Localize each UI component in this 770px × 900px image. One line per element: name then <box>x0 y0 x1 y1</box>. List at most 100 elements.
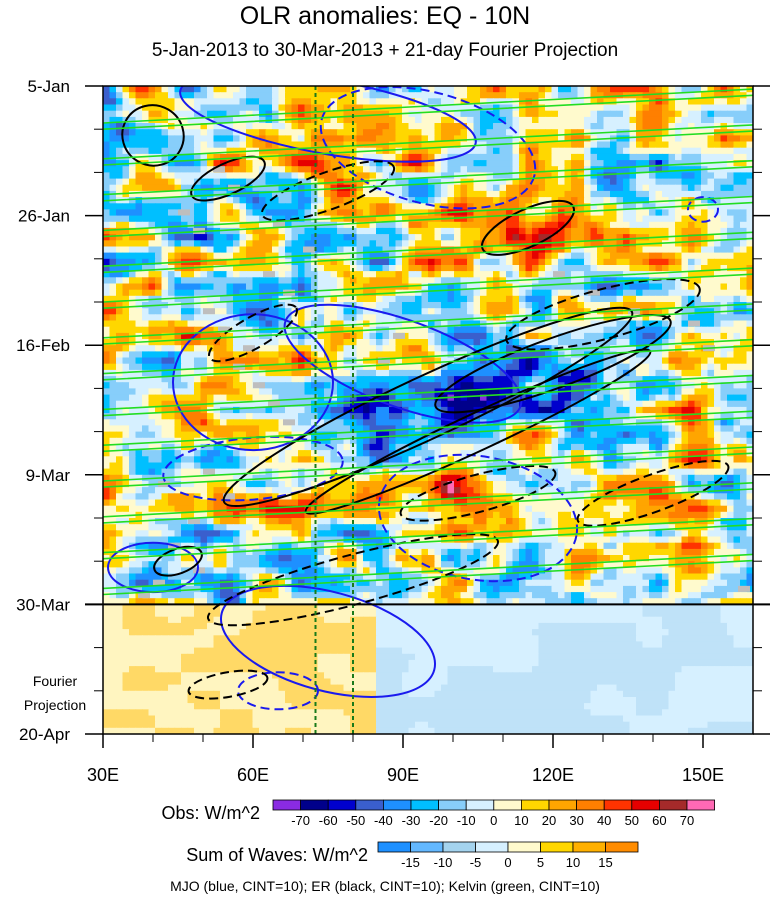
obs-cell <box>278 123 286 130</box>
obs-cell <box>155 283 163 291</box>
obs-cell <box>291 271 299 278</box>
obs-cell <box>642 302 650 309</box>
obs-cell <box>642 141 650 149</box>
obs-cell <box>395 123 403 130</box>
obs-cell <box>746 369 753 377</box>
obs-cell <box>675 147 683 155</box>
obs-cell <box>714 234 722 241</box>
obs-cell <box>142 98 150 106</box>
obs-cell <box>694 289 702 297</box>
obs-cell <box>714 92 722 99</box>
obs-cell <box>480 147 488 155</box>
obs-cell <box>551 351 559 359</box>
obs-cell <box>350 289 358 297</box>
obs-cell <box>434 320 442 328</box>
obs-cell <box>233 178 241 186</box>
obs-cell <box>252 308 260 315</box>
obs-cell <box>246 135 254 143</box>
obs-cell <box>148 345 156 352</box>
obs-cell <box>226 141 234 149</box>
obs-cell <box>408 271 416 278</box>
obs-cell <box>668 141 676 149</box>
obs-cell <box>259 234 267 241</box>
obs-cell <box>155 363 163 371</box>
obs-cell <box>142 92 150 99</box>
obs-cell <box>675 302 683 309</box>
obs-cell <box>207 265 215 272</box>
obs-cell <box>694 221 702 229</box>
obs-cell <box>577 123 585 130</box>
obs-cell <box>597 289 605 297</box>
obs-cell <box>363 382 371 389</box>
obs-cell <box>324 135 332 143</box>
obs-cell <box>135 92 143 99</box>
obs-cell <box>551 320 559 328</box>
obs-cell <box>428 172 436 180</box>
obs-cell <box>688 302 696 309</box>
obs-cell <box>428 357 436 365</box>
obs-cell <box>252 184 260 192</box>
obs-cell <box>512 345 520 352</box>
obs-cell <box>246 382 254 389</box>
obs-cell <box>376 314 384 322</box>
obs-cell <box>668 369 676 377</box>
obs-cell <box>681 320 689 328</box>
obs-cell <box>746 376 753 383</box>
obs-cell <box>122 314 130 322</box>
obs-cell <box>200 376 208 383</box>
obs-cell <box>155 382 163 389</box>
obs-cell <box>694 147 702 155</box>
obs-cell <box>109 265 117 272</box>
obs-cell <box>603 369 611 377</box>
obs-cell <box>122 302 130 309</box>
obs-cell <box>493 351 501 359</box>
obs-cell <box>155 258 163 266</box>
obs-cell <box>434 135 442 143</box>
obs-cell <box>603 302 611 309</box>
obs-cell <box>226 345 234 352</box>
obs-cell <box>116 110 124 118</box>
obs-cell <box>389 271 397 278</box>
obs-cell <box>519 295 527 303</box>
obs-cell <box>714 376 722 383</box>
obs-cell <box>441 308 449 315</box>
obs-cell <box>486 252 494 260</box>
obs-cell <box>701 190 709 198</box>
obs-cell <box>213 376 221 383</box>
obs-cell <box>376 265 384 272</box>
obs-cell <box>642 147 650 155</box>
obs-cell <box>460 283 468 291</box>
obs-cell <box>369 283 377 291</box>
obs-cell <box>512 302 520 309</box>
obs-cell <box>584 283 592 291</box>
obs-cell <box>148 314 156 322</box>
obs-cell <box>636 357 644 365</box>
obs-cell <box>649 388 657 396</box>
obs-cell <box>733 203 741 211</box>
obs-cell <box>220 314 228 322</box>
obs-cell <box>109 289 117 297</box>
obs-cell <box>350 283 358 291</box>
obs-cell <box>441 184 449 192</box>
obs-cell <box>532 369 540 377</box>
obs-cell <box>389 116 397 124</box>
obs-cell <box>363 339 371 346</box>
obs-cell <box>395 221 403 229</box>
obs-cell <box>473 221 481 229</box>
obs-cell <box>675 129 683 136</box>
obs-cell <box>148 227 156 235</box>
obs-cell <box>246 190 254 198</box>
obs-cell <box>155 388 163 396</box>
obs-cell <box>181 283 189 291</box>
obs-cell <box>395 184 403 192</box>
obs-cell <box>246 252 254 260</box>
obs-cell <box>668 320 676 328</box>
obs-cell <box>642 92 650 99</box>
obs-cell <box>701 326 709 334</box>
obs-cell <box>220 129 228 136</box>
obs-cell <box>460 320 468 328</box>
obs-cell <box>356 227 364 235</box>
obs-cell <box>239 246 247 254</box>
obs-cell <box>402 129 410 136</box>
obs-cell <box>265 166 273 173</box>
